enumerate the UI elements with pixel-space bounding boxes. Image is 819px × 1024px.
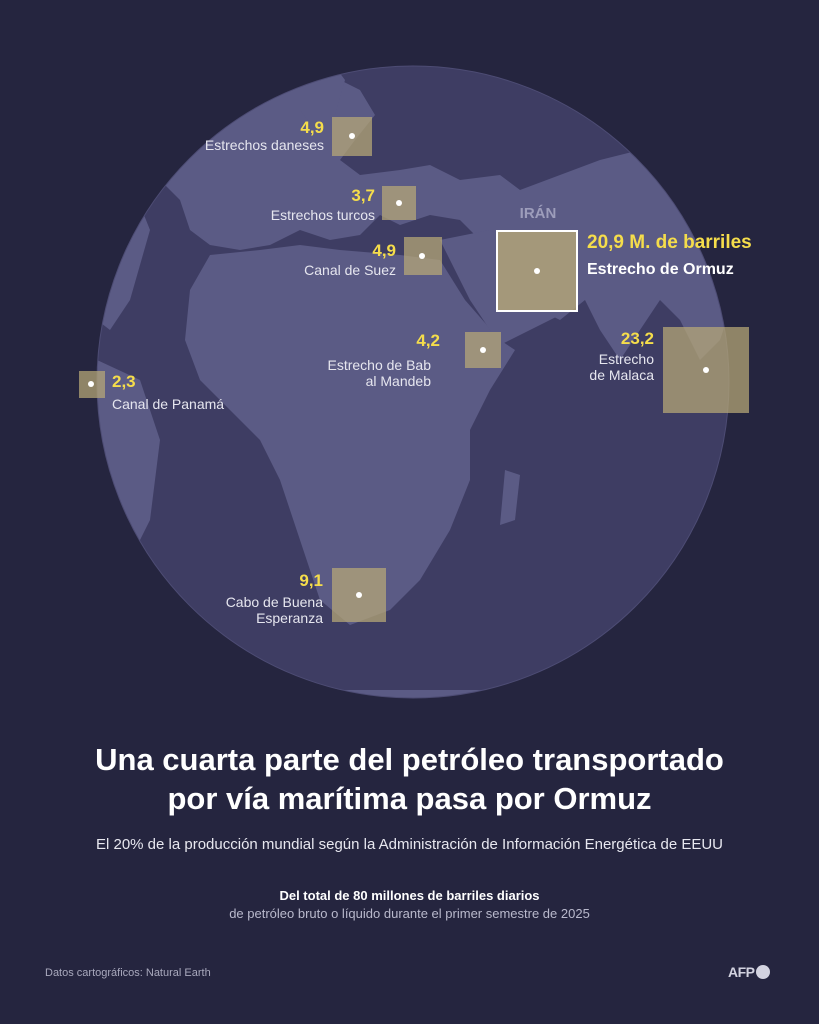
chokepoint-name-line: Estrecho (599, 351, 654, 367)
subtitle: El 20% de la producción mundial según la… (95, 836, 724, 853)
chokepoint-name-line: Esperanza (256, 610, 323, 626)
afp-logo-dot (755, 965, 770, 979)
chokepoint-dot (480, 347, 486, 353)
afp-logo-text: AFP (728, 964, 755, 980)
chokepoint-name-line: Estrechos turcos (271, 207, 375, 223)
chokepoint-value: 4,9 (300, 118, 324, 137)
chokepoint-value: 9,1 (299, 571, 323, 590)
landmass-madagascar (500, 470, 520, 525)
chokepoint-name-line: al Mandeb (366, 373, 432, 389)
source-credit: Datos cartográficos: Natural Earth (45, 967, 211, 979)
chokepoint-dot (396, 200, 402, 206)
afp-logo: AFP (728, 964, 770, 980)
chokepoint-value: 23,2 (621, 329, 654, 348)
chokepoint-dot (703, 367, 709, 373)
chokepoint-panama-canal: 2,3 Canal de Panamá (79, 371, 224, 412)
chokepoint-name-line: de Malaca (589, 367, 654, 383)
country-label-iran: IRÁN (520, 205, 557, 222)
chokepoint-suez-canal: 4,9 Canal de Suez (304, 237, 442, 278)
chokepoint-dot (349, 133, 355, 139)
note-regular: de petróleo bruto o líquido durante el p… (229, 906, 590, 921)
chokepoint-name-line: Estrechos daneses (205, 137, 324, 153)
land-masses (97, 66, 729, 698)
headline-line-2: por vía marítima pasa por Ormuz (167, 781, 652, 816)
chokepoint-name-line: Estrecho de Bab (327, 357, 431, 373)
chokepoint-name-line: Canal de Suez (304, 262, 396, 278)
chokepoint-value: 4,2 (416, 331, 440, 350)
landmass-eurasia (140, 70, 729, 360)
chokepoint-dot (356, 592, 362, 598)
chokepoint-dot (534, 268, 540, 274)
chokepoint-name-line: Estrecho de Ormuz (587, 261, 734, 278)
chokepoint-value: 20,9 M. de barriles (587, 232, 752, 253)
chokepoint-turkish-straits: 3,7 Estrechos turcos (271, 186, 416, 223)
landmass-antarctica (300, 690, 520, 698)
headline: Una cuarta parte del petróleo transporta… (0, 740, 819, 818)
headline-line-1: Una cuarta parte del petróleo transporta… (95, 742, 724, 777)
chokepoint-hormuz-strait: 20,9 M. de barriles Estrecho de Ormuz (496, 230, 752, 312)
chokepoint-value: 3,7 (351, 186, 375, 205)
chokepoint-dot (419, 253, 425, 259)
note-bold: Del total de 80 millones de barriles dia… (279, 888, 540, 903)
chokepoint-value: 2,3 (112, 372, 136, 391)
chokepoint-name-line: Canal de Panamá (112, 396, 224, 412)
chokepoint-value: 4,9 (372, 241, 396, 260)
landmass-africa (185, 245, 515, 625)
chokepoint-dot (88, 381, 94, 387)
chokepoint-name-line: Cabo de Buena (226, 594, 324, 610)
